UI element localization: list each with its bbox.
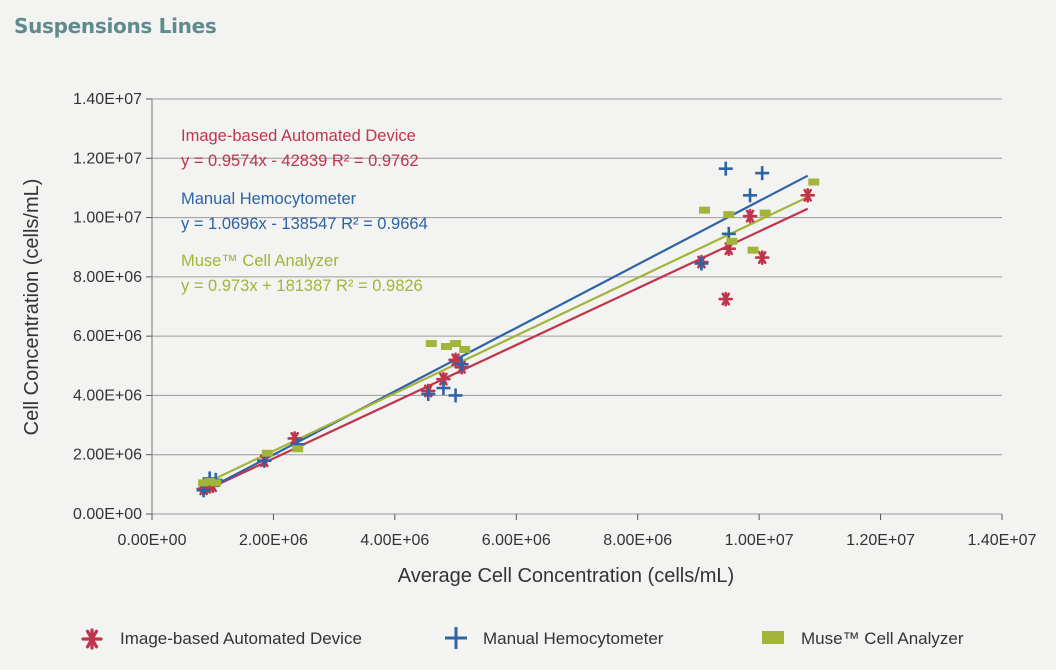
legend-label-muse: Muse™ Cell Analyzer	[801, 629, 964, 648]
data-point-manual	[448, 388, 463, 403]
x-tick-label: 1.00E+07	[725, 532, 794, 549]
annotation-image-based-equation: y = 0.9574x - 42839 R² = 0.9762	[181, 152, 419, 170]
annotation-manual-equation: y = 1.0696x - 138547 R² = 0.9664	[181, 215, 428, 233]
data-point-manual	[743, 188, 758, 203]
data-points	[196, 161, 820, 498]
data-point-muse	[261, 449, 273, 457]
y-tick-label: 4.00E+06	[73, 387, 142, 404]
x-tick-label: 1.20E+07	[846, 532, 915, 549]
x-axis-tick-labels: 0.00E+00 2.00E+06 4.00E+06 6.00E+06 8.00E+06…	[118, 532, 1037, 549]
data-point-muse	[726, 237, 738, 245]
data-point-muse	[198, 479, 210, 487]
data-point-muse	[459, 345, 471, 353]
legend: Image-based Automated Device Manual Hemo…	[81, 627, 964, 650]
data-point-manual	[454, 357, 469, 372]
data-point-manual	[694, 256, 709, 271]
trendline-muse	[203, 193, 815, 486]
legend-item-image-based: Image-based Automated Device	[81, 628, 362, 650]
legend-label-image-based: Image-based Automated Device	[120, 629, 362, 648]
x-tick-label: 2.00E+06	[239, 532, 308, 549]
annotation-muse-name: Muse™ Cell Analyzer	[181, 252, 339, 270]
data-point-muse	[425, 340, 437, 348]
data-point-muse	[292, 445, 304, 453]
data-point-image_based	[718, 291, 734, 307]
data-point-manual	[718, 161, 733, 176]
asterisk-icon	[81, 628, 103, 650]
data-point-manual	[755, 166, 770, 181]
data-point-muse	[440, 343, 452, 351]
y-tick-label: 0.00E+00	[73, 506, 142, 523]
y-tick-label: 6.00E+06	[73, 328, 142, 345]
data-point-image_based	[800, 188, 816, 203]
data-point-muse	[699, 206, 710, 214]
data-point-image_based	[754, 250, 770, 265]
x-axis-title: Average Cell Concentration (cells/mL)	[398, 565, 734, 587]
legend-label-manual: Manual Hemocytometer	[483, 629, 664, 648]
data-point-muse	[747, 246, 759, 254]
legend-item-manual: Manual Hemocytometer	[445, 627, 664, 649]
y-tick-label: 1.40E+07	[73, 91, 142, 108]
data-point-muse	[450, 340, 462, 348]
data-point-manual	[421, 386, 436, 401]
annotation-image-based-name: Image-based Automated Device	[181, 127, 416, 145]
annotation-manual-name: Manual Hemocytometer	[181, 190, 357, 208]
x-tick-label: 4.00E+06	[360, 532, 429, 549]
y-axis-title: Cell Concentration (cells/mL)	[21, 179, 43, 436]
data-point-muse	[210, 479, 222, 487]
x-tick-label: 6.00E+06	[482, 532, 551, 549]
data-point-muse	[808, 178, 820, 186]
data-point-image_based	[742, 208, 758, 224]
y-axis-tick-labels: 0.00E+00 2.00E+06 4.00E+06 6.00E+06 8.00E+06…	[73, 91, 142, 523]
square-icon	[762, 631, 784, 644]
plus-icon	[445, 627, 467, 649]
y-tick-label: 1.00E+07	[73, 210, 142, 227]
trendline-manual	[203, 174, 809, 493]
y-tick-label: 1.20E+07	[73, 150, 142, 167]
page-title: Suspensions Lines	[14, 14, 217, 38]
x-tick-label: 1.40E+07	[968, 532, 1037, 549]
gridlines	[146, 98, 1003, 520]
y-tick-label: 8.00E+06	[73, 269, 142, 286]
annotation-muse-equation: y = 0.973x + 181387 R² = 0.9826	[181, 277, 423, 295]
x-tick-label: 0.00E+00	[118, 532, 187, 549]
data-point-muse	[759, 209, 771, 217]
y-tick-label: 2.00E+06	[73, 447, 142, 464]
data-point-manual	[436, 381, 451, 396]
data-point-muse	[723, 211, 735, 219]
legend-item-muse: Muse™ Cell Analyzer	[762, 629, 964, 648]
x-tick-label: 8.00E+06	[603, 532, 672, 549]
data-point-muse	[204, 477, 216, 485]
